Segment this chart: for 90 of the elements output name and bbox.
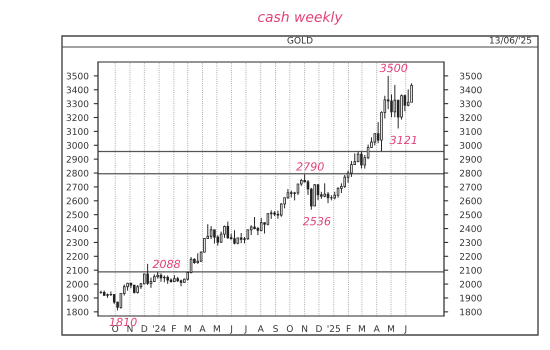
candlestick bbox=[150, 277, 152, 288]
candlestick bbox=[410, 82, 413, 103]
y2-tick-label: 3400 bbox=[460, 86, 482, 94]
y2-tick-label: 2400 bbox=[460, 225, 482, 232]
y-tick-label: 2300 bbox=[66, 239, 88, 246]
x-tick-label: S bbox=[273, 325, 278, 332]
candlestick bbox=[400, 94, 403, 120]
y2-tick-label: 3000 bbox=[460, 142, 482, 149]
candlestick bbox=[394, 84, 396, 118]
y-tick-label: 3300 bbox=[66, 100, 88, 108]
x-tick-label: J bbox=[244, 325, 246, 334]
candlestick bbox=[326, 191, 330, 204]
candlestick bbox=[356, 151, 360, 162]
candlestick bbox=[323, 182, 326, 198]
y2-tick-label: 2700 bbox=[460, 184, 482, 190]
y2-tick-label: 3100 bbox=[460, 128, 482, 135]
y2-tick-label: 2800 bbox=[460, 170, 482, 177]
y-tick-label: 3500 bbox=[66, 72, 88, 80]
candlestick bbox=[223, 225, 226, 238]
y2-tick-label: 2200 bbox=[460, 253, 482, 260]
text: cash weekly bbox=[258, 11, 343, 25]
annotation: 3121 bbox=[390, 136, 416, 144]
candlestick bbox=[163, 274, 166, 283]
chart-title: GOLD bbox=[287, 36, 313, 44]
candlestick bbox=[196, 252, 200, 264]
y-tick-label: 2800 bbox=[66, 170, 88, 177]
text: 13/06/'25 bbox=[490, 36, 532, 44]
candlestick bbox=[226, 221, 230, 240]
y2-tick-label: 2900 bbox=[460, 156, 482, 163]
x-tick-label: D bbox=[316, 325, 322, 332]
y2-tick-label: 3300 bbox=[460, 100, 482, 108]
y-tick-label: 3400 bbox=[66, 86, 88, 94]
y-tick-label: 2600 bbox=[66, 198, 88, 204]
candlestick bbox=[146, 263, 149, 286]
y-tick-label: 2000 bbox=[66, 280, 88, 288]
candlestick bbox=[112, 294, 116, 304]
x-tick-label: N bbox=[127, 325, 132, 332]
x-tick-label: M bbox=[388, 325, 394, 332]
y2-tick-label: 2100 bbox=[460, 266, 482, 274]
y-tick-label: 3200 bbox=[66, 114, 88, 122]
x-tick-label: A bbox=[200, 325, 206, 332]
candlestick bbox=[406, 88, 410, 107]
y-tick-label: 2700 bbox=[66, 184, 88, 190]
y2-tick-label: 2300 bbox=[460, 239, 482, 246]
y2-tick-label: 2600 bbox=[460, 198, 482, 204]
x-tick-label: F bbox=[346, 325, 351, 332]
y2-tick-label: 3500 bbox=[460, 72, 482, 80]
y2-tick-label: 2000 bbox=[460, 280, 482, 288]
y-tick-label: 2400 bbox=[66, 225, 88, 232]
x-tick-label: M bbox=[358, 325, 365, 332]
x-tick-label: J bbox=[404, 325, 406, 334]
y-tick-label: 2900 bbox=[66, 156, 88, 163]
candlestick bbox=[330, 194, 333, 201]
x-tick-label: J bbox=[230, 325, 232, 334]
y-tick-label: 2100 bbox=[66, 266, 88, 274]
y2-tick-label: 3200 bbox=[460, 114, 482, 122]
x-tick-label: O bbox=[112, 325, 118, 332]
candlestick bbox=[210, 226, 212, 240]
x-tick-label: D bbox=[142, 325, 148, 332]
annotation: 2536 bbox=[302, 217, 331, 226]
candlestick bbox=[336, 186, 340, 198]
candlestick bbox=[233, 230, 236, 245]
candlestick bbox=[240, 232, 242, 244]
x-tick-label: N bbox=[302, 325, 308, 332]
x-tick-label: O bbox=[286, 325, 293, 332]
y-tick-label: 1900 bbox=[66, 294, 88, 302]
y-tick-label: 3100 bbox=[66, 128, 88, 135]
y2-tick-label: 2500 bbox=[460, 211, 482, 218]
y2-tick-label: 1800 bbox=[460, 308, 482, 316]
y-tick-label: 2200 bbox=[66, 253, 88, 260]
x-tick-label: '25 bbox=[328, 325, 340, 332]
y-tick-label: 2500 bbox=[66, 211, 88, 218]
annotation: 2790 bbox=[296, 162, 324, 171]
candlestick bbox=[213, 229, 216, 244]
x-tick-label: '24 bbox=[152, 325, 166, 332]
candlestick bbox=[260, 217, 262, 232]
y-tick-label: 1800 bbox=[66, 308, 88, 316]
x-tick-label: A bbox=[258, 325, 264, 332]
x-tick-label: F bbox=[172, 325, 176, 332]
x-tick-label: M bbox=[184, 325, 191, 332]
y-tick-label: 3000 bbox=[66, 142, 88, 149]
candlestick bbox=[313, 184, 316, 206]
annotation: 1810 bbox=[110, 318, 137, 326]
x-tick-label: M bbox=[214, 325, 220, 332]
candlestick bbox=[360, 151, 363, 169]
y2-tick-label: 1900 bbox=[460, 294, 482, 302]
x-tick-label: A bbox=[374, 325, 380, 332]
annotation: 2088 bbox=[152, 260, 180, 268]
candlestick bbox=[246, 229, 250, 240]
annotation: 3500 bbox=[380, 64, 408, 72]
